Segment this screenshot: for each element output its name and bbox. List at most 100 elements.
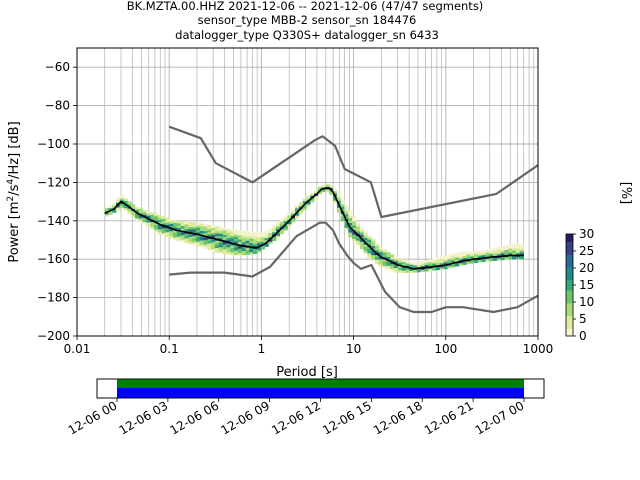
pdf-cell	[496, 251, 502, 254]
pdf-cell	[272, 236, 277, 239]
pdf-cell	[199, 245, 204, 248]
pdf-cell	[154, 222, 159, 226]
pdf-cell	[394, 258, 399, 262]
pdf-cell	[336, 198, 342, 201]
pdf-cell	[413, 265, 418, 268]
colorbar-swatch	[566, 282, 573, 286]
pdf-cell	[203, 237, 208, 241]
pdf-cell	[466, 251, 471, 255]
pdf-cell	[184, 240, 189, 244]
pdf-cell	[367, 235, 372, 238]
pdf-cell	[355, 226, 361, 230]
pdf-cell	[173, 220, 178, 223]
pdf-cell	[275, 226, 281, 230]
pdf-cell	[291, 211, 296, 214]
pdf-cell	[260, 246, 265, 250]
pdf-cell	[333, 198, 338, 201]
pdf-cell	[306, 197, 311, 201]
pdf-cell	[157, 219, 163, 223]
pdf-cell	[211, 225, 216, 229]
pdf-cell	[374, 259, 380, 263]
chart-title-line2: sensor_type MBB-2 sensor_sn 184476	[198, 13, 417, 27]
pdf-cell	[359, 227, 364, 231]
pdf-cell	[283, 220, 288, 224]
pdf-cell	[504, 252, 509, 255]
coverage-tick-label: 12-06 21	[422, 398, 476, 437]
pdf-cell	[249, 233, 254, 237]
pdf-cell	[234, 252, 239, 256]
pdf-cell	[169, 226, 174, 229]
pdf-cell	[226, 228, 231, 231]
pdf-cell	[390, 259, 395, 262]
pdf-cell	[115, 207, 121, 210]
pdf-cell	[367, 255, 372, 258]
pdf-cell	[386, 256, 391, 260]
pdf-cell	[287, 223, 292, 227]
pdf-cell	[215, 235, 220, 239]
pdf-cell	[226, 235, 231, 238]
pdf-cell	[344, 211, 349, 215]
colorbar-swatch	[566, 330, 573, 334]
pdf-cell	[374, 247, 380, 251]
pdf-cell	[184, 235, 189, 239]
pdf-cell	[275, 235, 281, 238]
pdf-cell	[207, 240, 212, 244]
pdf-cell	[279, 224, 284, 227]
pdf-cell	[367, 241, 372, 245]
pdf-cell	[249, 240, 254, 244]
colorbar-swatch	[566, 256, 573, 260]
pdf-cell	[195, 227, 201, 231]
pdf-cell	[218, 246, 224, 250]
pdf-cell	[234, 250, 239, 253]
pdf-cell	[249, 236, 254, 239]
pdf-cell	[378, 264, 383, 267]
pdf-cell	[268, 230, 273, 233]
pdf-cell	[222, 227, 227, 231]
pdf-cell	[283, 218, 288, 221]
pdf-cell	[508, 243, 513, 247]
pdf-cell	[454, 254, 460, 258]
pdf-cell	[512, 250, 517, 253]
pdf-cell	[199, 223, 204, 227]
colorbar-swatch	[566, 246, 573, 250]
pdf-cell	[416, 261, 422, 265]
pdf-cell	[272, 231, 277, 235]
pdf-cell	[386, 265, 391, 269]
pdf-cell	[123, 205, 128, 209]
pdf-cell	[424, 262, 429, 265]
pdf-cell	[230, 240, 235, 244]
pdf-cell	[245, 247, 250, 251]
colorbar: 0 5 10 15 20 25 30	[565, 227, 594, 343]
pdf-cell	[176, 236, 182, 239]
pdf-cell	[348, 234, 353, 238]
pdf-cell	[275, 228, 281, 232]
pdf-cell	[135, 213, 140, 217]
y-tick-label: −60	[45, 60, 70, 74]
pdf-cell	[264, 231, 269, 234]
pdf-cell	[493, 253, 498, 256]
pdf-cell	[432, 267, 437, 271]
pdf-cell	[382, 261, 387, 264]
pdf-cell	[348, 213, 353, 216]
pdf-cell	[157, 226, 163, 230]
pdf-cell	[378, 259, 383, 262]
colorbar-swatch	[566, 274, 573, 278]
coverage-tick-label: 12-06 12	[269, 398, 323, 437]
pdf-cell	[234, 241, 239, 244]
pdf-cell	[256, 232, 262, 235]
pdf-cell	[138, 208, 144, 212]
pdf-cell	[374, 243, 380, 246]
pdf-cell	[420, 263, 425, 266]
pdf-cell	[176, 234, 182, 237]
pdf-cell	[249, 231, 254, 235]
mode-line	[104, 187, 524, 270]
pdf-cell	[397, 258, 403, 261]
pdf-cell	[344, 225, 349, 228]
pdf-cell	[272, 238, 277, 242]
pdf-cell	[291, 213, 296, 217]
pdf-cell	[443, 257, 448, 261]
pdf-cell	[203, 244, 208, 247]
pdf-cell	[382, 249, 387, 253]
pdf-cell	[234, 234, 239, 237]
pdf-cell	[180, 234, 185, 238]
